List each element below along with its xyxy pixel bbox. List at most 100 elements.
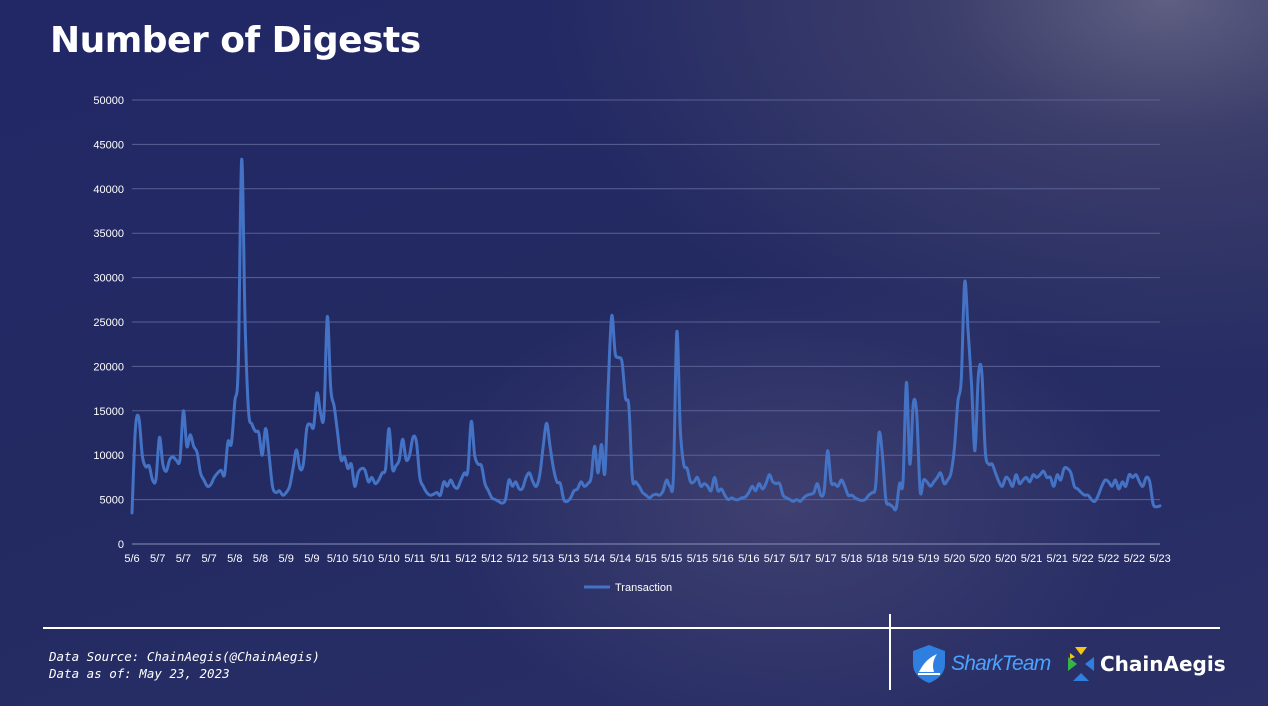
data-point	[669, 485, 671, 488]
x-tick-label: 5/22	[1098, 553, 1119, 565]
data-point	[943, 482, 945, 485]
data-point	[275, 491, 277, 494]
data-point	[768, 473, 771, 476]
data-point	[305, 427, 308, 430]
data-point	[662, 489, 664, 492]
data-point	[223, 473, 226, 476]
data-point	[847, 494, 849, 496]
x-tick-label: 5/17	[764, 553, 785, 565]
data-point	[436, 491, 438, 494]
data-point	[521, 487, 524, 489]
y-tick-label: 35000	[93, 228, 124, 240]
data-point	[1001, 485, 1004, 488]
data-point	[281, 494, 284, 496]
sharkteam-logo: SharkTeam	[911, 644, 1051, 684]
data-point	[706, 485, 709, 488]
x-tick-label: 5/20	[944, 553, 965, 565]
data-point	[415, 441, 418, 443]
data-point	[347, 467, 349, 470]
data-point	[748, 491, 750, 494]
data-point	[511, 485, 514, 488]
x-tick-label: 5/16	[712, 553, 733, 565]
data-point	[744, 496, 747, 498]
x-tick-label: 5/12	[507, 553, 528, 565]
x-tick-label: 5/18	[867, 553, 888, 565]
data-date-line: Data as of: May 23, 2023	[49, 666, 230, 681]
data-point	[713, 476, 716, 479]
chainaegis-logo: ChainAegis	[1066, 644, 1226, 684]
data-point	[867, 494, 870, 496]
data-point	[545, 422, 548, 425]
data-point	[449, 479, 452, 481]
data-point	[775, 482, 778, 485]
data-point	[504, 498, 507, 501]
data-point	[312, 425, 315, 428]
data-point	[843, 485, 846, 488]
data-point	[425, 491, 428, 494]
data-point	[888, 503, 891, 505]
x-tick-label: 5/22	[1124, 553, 1145, 565]
data-point	[480, 465, 483, 467]
data-point	[933, 481, 935, 483]
data-point	[919, 489, 921, 492]
data-point	[737, 498, 740, 501]
data-point	[552, 467, 555, 470]
data-point	[234, 401, 236, 403]
data-point	[336, 432, 339, 434]
data-point	[244, 321, 246, 323]
data-point	[1032, 473, 1035, 476]
data-point	[350, 463, 353, 465]
x-tick-label: 5/10	[327, 553, 348, 565]
data-point	[326, 315, 329, 318]
data-point	[367, 481, 370, 483]
data-point	[569, 497, 572, 499]
data-point	[151, 479, 154, 481]
data-point	[573, 489, 575, 492]
data-point	[1104, 479, 1106, 481]
data-point	[724, 494, 726, 496]
data-point	[696, 476, 699, 479]
data-point	[182, 410, 185, 412]
data-point	[323, 414, 325, 417]
x-tick-label: 5/13	[532, 553, 553, 565]
x-tick-label: 5/11	[430, 553, 451, 565]
data-point	[682, 463, 685, 465]
data-point	[271, 485, 274, 488]
data-point	[895, 507, 897, 510]
data-point	[874, 485, 877, 488]
data-point	[977, 374, 980, 377]
x-tick-label: 5/8	[227, 553, 242, 565]
data-point	[871, 491, 873, 494]
data-point	[771, 481, 774, 483]
data-point	[809, 493, 812, 496]
x-tick-label: 5/11	[404, 553, 425, 565]
y-axis: 0 5000 10000 15000 20000 25000 30000 35000 40000…	[93, 95, 124, 551]
data-point	[1052, 485, 1055, 488]
data-point	[1073, 485, 1076, 488]
data-point	[240, 158, 243, 161]
data-point	[854, 497, 856, 499]
data-point	[915, 412, 918, 415]
data-point	[497, 500, 500, 503]
data-point	[353, 485, 356, 488]
data-point	[162, 463, 164, 465]
data-point	[1022, 479, 1024, 481]
data-point	[984, 449, 987, 452]
data-point	[528, 472, 531, 474]
data-point	[727, 498, 730, 501]
y-tick-label: 0	[118, 539, 124, 551]
data-point	[508, 479, 510, 481]
series-points	[131, 158, 1161, 514]
data-point	[720, 488, 723, 490]
data-point	[138, 417, 140, 419]
x-tick-label: 5/17	[815, 553, 836, 565]
data-point	[819, 494, 822, 496]
data-point	[443, 481, 445, 483]
data-point	[754, 489, 757, 492]
footer-vertical-divider	[889, 614, 891, 690]
data-point	[703, 482, 706, 485]
data-point	[939, 472, 942, 474]
data-point	[922, 479, 925, 481]
data-point	[1083, 494, 1086, 496]
data-point	[902, 481, 904, 483]
